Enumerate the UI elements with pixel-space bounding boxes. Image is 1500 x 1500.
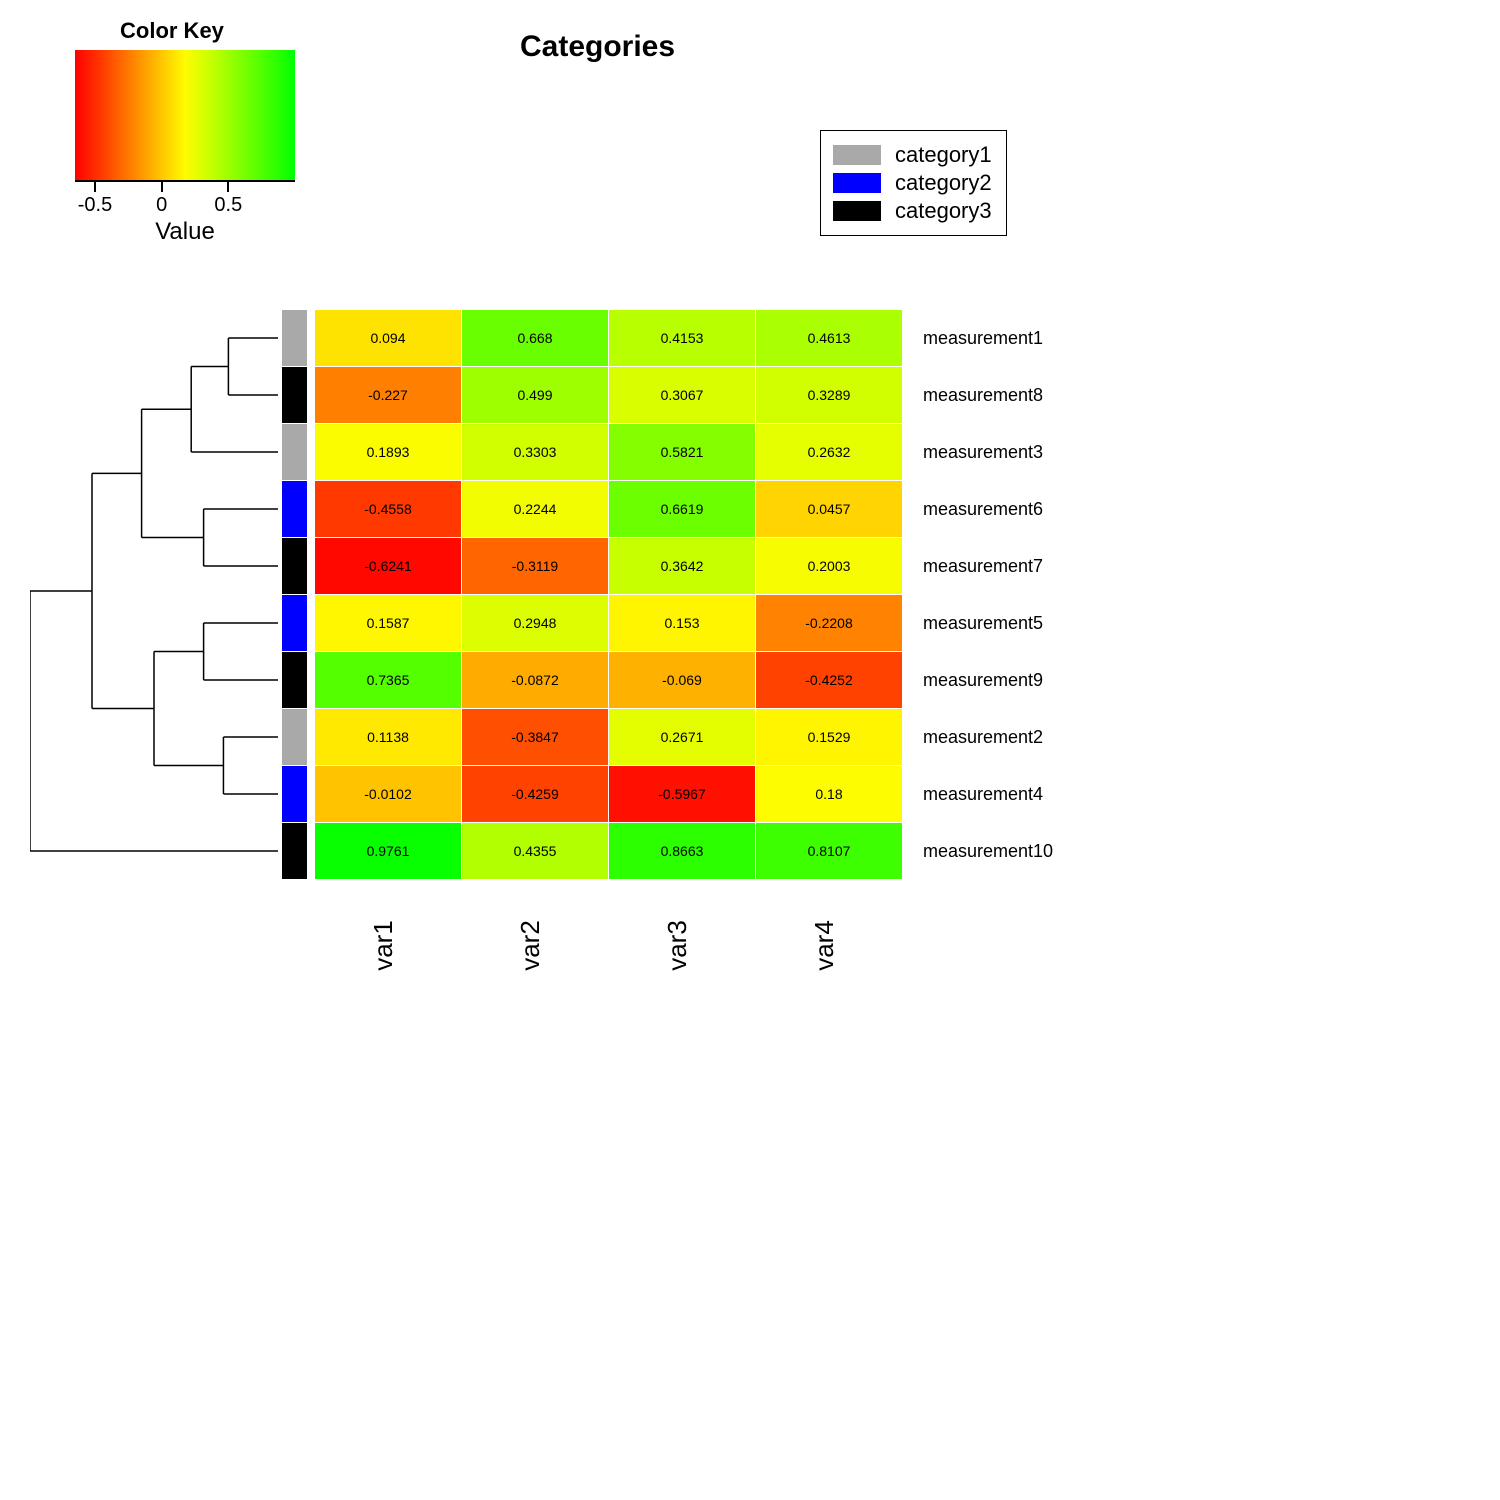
heatmap-cell: -0.6241	[315, 538, 461, 594]
colorkey-tick-label: 0.5	[214, 194, 242, 217]
row-category-swatch	[282, 595, 307, 651]
heatmap-cell: 0.6619	[609, 481, 755, 537]
colorkey-tick-label: 0	[156, 194, 167, 217]
heatmap-cell: -0.2208	[756, 595, 902, 651]
column-label: var3	[662, 920, 693, 971]
legend-item: category3	[833, 197, 992, 225]
heatmap-cell: 0.8107	[756, 823, 902, 879]
heatmap-cell: 0.1587	[315, 595, 461, 651]
legend-item: category1	[833, 141, 992, 169]
heatmap-cell: 0.7365	[315, 652, 461, 708]
row-category-swatch	[282, 709, 307, 765]
heatmap-cell: 0.3642	[609, 538, 755, 594]
heatmap-cell: 0.2003	[756, 538, 902, 594]
heatmap-cell: 0.9761	[315, 823, 461, 879]
heatmap-cell: 0.8663	[609, 823, 755, 879]
heatmap-cell: 0.3303	[462, 424, 608, 480]
heatmap-cell: 0.2244	[462, 481, 608, 537]
colorkey-axis: -0.500.5Value	[75, 180, 295, 230]
heatmap-cell: -0.0102	[315, 766, 461, 822]
heatmap-cell: 0.4613	[756, 310, 902, 366]
row-category-swatch	[282, 367, 307, 423]
heatmap-cell: -0.4558	[315, 481, 461, 537]
row-category-swatch	[282, 766, 307, 822]
row-label: measurement1	[923, 328, 1043, 349]
row-category-swatch	[282, 481, 307, 537]
row-label: measurement9	[923, 670, 1043, 691]
legend-item: category2	[833, 169, 992, 197]
column-label: var1	[368, 920, 399, 971]
legend-label: category2	[895, 169, 992, 197]
main-title: Categories	[520, 30, 675, 64]
row-category-swatch	[282, 424, 307, 480]
column-label: var2	[515, 920, 546, 971]
column-label: var4	[809, 920, 840, 971]
row-category-swatch	[282, 652, 307, 708]
row-category-swatch	[282, 823, 307, 879]
row-label: measurement8	[923, 385, 1043, 406]
heatmap-cell: -0.227	[315, 367, 461, 423]
heatmap-cell: 0.4153	[609, 310, 755, 366]
row-label: measurement2	[923, 727, 1043, 748]
heatmap-cell: 0.5821	[609, 424, 755, 480]
heatmap-cell: -0.3119	[462, 538, 608, 594]
row-dendrogram	[30, 310, 278, 880]
row-label: measurement4	[923, 784, 1043, 805]
colorkey-tick-label: -0.5	[78, 194, 112, 217]
heatmap-cell: 0.2671	[609, 709, 755, 765]
colorkey-tick	[161, 180, 163, 192]
heatmap-cell: -0.3847	[462, 709, 608, 765]
heatmap-cell: 0.0457	[756, 481, 902, 537]
legend-swatch	[833, 173, 881, 193]
heatmap-cell: 0.668	[462, 310, 608, 366]
legend-swatch	[833, 201, 881, 221]
row-category-swatch	[282, 310, 307, 366]
legend-swatch	[833, 145, 881, 165]
colorkey-gradient	[75, 50, 295, 180]
row-category-swatch	[282, 538, 307, 594]
legend-label: category1	[895, 141, 992, 169]
heatmap-cell: -0.4259	[462, 766, 608, 822]
colorkey-axis-label: Value	[155, 218, 215, 246]
colorkey-tick	[227, 180, 229, 192]
heatmap-cell: 0.18	[756, 766, 902, 822]
row-label: measurement7	[923, 556, 1043, 577]
heatmap-cell: 0.3067	[609, 367, 755, 423]
heatmap-cell: 0.094	[315, 310, 461, 366]
heatmap-cell: 0.153	[609, 595, 755, 651]
row-label: measurement10	[923, 841, 1053, 862]
heatmap-cell: 0.499	[462, 367, 608, 423]
heatmap-cell: -0.069	[609, 652, 755, 708]
row-label: measurement3	[923, 442, 1043, 463]
heatmap-cell: 0.2632	[756, 424, 902, 480]
heatmap-cell: 0.2948	[462, 595, 608, 651]
colorkey-title: Color Key	[120, 18, 224, 44]
heatmap-cell: -0.4252	[756, 652, 902, 708]
row-label: measurement6	[923, 499, 1043, 520]
heatmap-cell: 0.1138	[315, 709, 461, 765]
category-legend: category1category2category3	[820, 130, 1007, 236]
heatmap-cell: 0.1529	[756, 709, 902, 765]
heatmap-cell: 0.3289	[756, 367, 902, 423]
heatmap-cell: -0.5967	[609, 766, 755, 822]
row-label: measurement5	[923, 613, 1043, 634]
legend-label: category3	[895, 197, 992, 225]
heatmap-cell: 0.1893	[315, 424, 461, 480]
heatmap-cell: -0.0872	[462, 652, 608, 708]
figure: Color Key Categories -0.5 0 0.5Value categ…	[0, 0, 1500, 1500]
heatmap-cell: 0.4355	[462, 823, 608, 879]
colorkey-tick	[94, 180, 96, 192]
